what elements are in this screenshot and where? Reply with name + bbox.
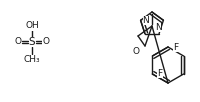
Text: F: F — [157, 69, 162, 78]
Text: S: S — [29, 37, 35, 47]
Text: F: F — [172, 43, 177, 52]
Text: N: N — [154, 23, 161, 32]
Text: N: N — [142, 16, 149, 25]
Text: OH: OH — [25, 22, 39, 30]
Text: CH₃: CH₃ — [24, 54, 40, 64]
Text: O: O — [132, 47, 139, 56]
Text: O: O — [14, 38, 21, 47]
Text: O: O — [42, 38, 49, 47]
